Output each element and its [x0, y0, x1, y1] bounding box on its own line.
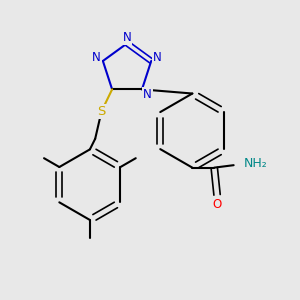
Text: N: N [92, 51, 101, 64]
Text: N: N [123, 31, 131, 44]
Text: S: S [97, 105, 106, 118]
Text: N: N [143, 88, 152, 101]
Text: N: N [153, 51, 162, 64]
Text: NH₂: NH₂ [244, 157, 267, 170]
Text: O: O [212, 198, 222, 211]
